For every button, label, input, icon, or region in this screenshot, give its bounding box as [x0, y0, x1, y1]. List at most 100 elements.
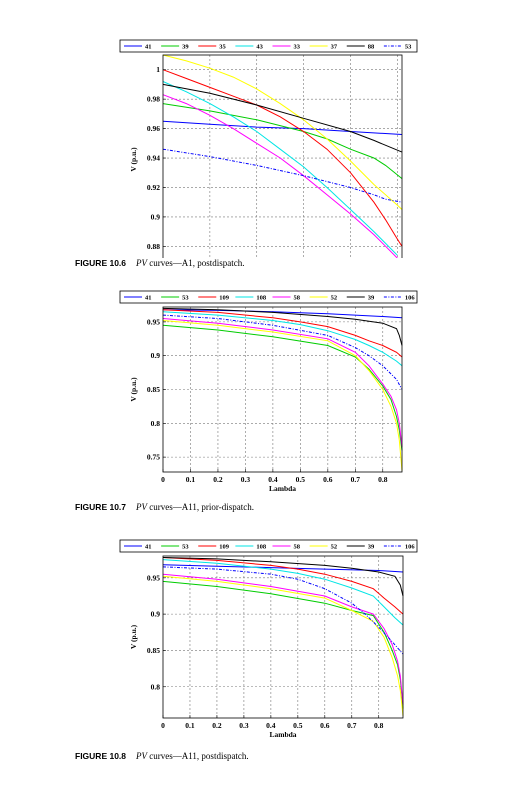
figure-10-8: 41 53 109 108 58 52 39 106 0 0.1 0.2 0.3 0.4 0.5 0.6 0.…	[0, 536, 531, 764]
series-lines	[162, 557, 404, 716]
legend-box	[119, 39, 418, 53]
figure-caption: FIGURE 10.8 PV curves—A11, postdispatch.	[75, 751, 249, 761]
caption-italic: PV	[136, 502, 148, 512]
pv-chart-a11-postdispatch: 41 53 109 108 58 52 39 106 0 0.1 0.2 0.3 0.4 0.5 0.6 0.…	[119, 539, 418, 739]
series-line-41	[162, 564, 404, 573]
legend-label-109: 109	[219, 544, 230, 551]
series-line-33	[162, 94, 398, 258]
legend-label-53: 53	[405, 44, 412, 51]
figure-10-6: 413935433337885300.20.40.60.810.880.90.9…	[0, 36, 531, 268]
series-line-88	[162, 83, 403, 153]
y-tick-label: 1	[156, 65, 160, 74]
legend: 41 53 109 108 58 52 39 106	[119, 290, 418, 304]
x-tick-label: 0.2	[213, 475, 223, 484]
x-axis-label: Lambda	[269, 484, 296, 493]
legend-box	[119, 290, 418, 304]
figure-number: FIGURE 10.8	[75, 751, 127, 761]
caption-text: curves—A1, postdispatch.	[147, 258, 245, 268]
y-tick-label: 0.96	[147, 124, 160, 133]
legend-label-106: 106	[405, 544, 416, 551]
caption-text: curves—A11, postdispatch.	[147, 751, 249, 761]
legend-label-58: 58	[294, 544, 301, 551]
legend-label-52: 52	[331, 544, 338, 551]
y-tick-label: 0.8	[151, 419, 161, 428]
legend: 41 53 109 108 58 52 39 106	[119, 539, 418, 553]
axes: 0 0.1 0.2 0.3 0.4 0.5 0.6 0.7 0.8 0.8 0.85 0.9 0.95 L…	[129, 573, 384, 739]
series-line-39	[162, 557, 404, 597]
y-tick-label: 0.85	[147, 385, 160, 394]
legend: 41 39 35 43 33 37 88 53	[119, 39, 418, 53]
plot-area	[163, 307, 402, 472]
legend-label-53: 53	[182, 295, 189, 302]
series-line-109	[162, 309, 403, 358]
legend-label-35: 35	[219, 44, 226, 51]
figure-caption: FIGURE 10.6 PV curves—A1, postdispatch.	[75, 258, 245, 268]
grid	[163, 307, 402, 472]
series-line-41	[162, 120, 403, 135]
legend-label-41: 41	[145, 44, 152, 51]
y-tick-label: 0.85	[147, 646, 160, 655]
axes: 0 0.1 0.2 0.3 0.4 0.5 0.6 0.7 0.8 0.75 0.8 0.85 0.9 0…	[129, 317, 388, 493]
legend-label-108: 108	[256, 295, 267, 302]
y-tick-label: 0.94	[147, 154, 160, 163]
plot-area	[163, 556, 403, 718]
series-lines	[162, 307, 403, 471]
series-line-52	[162, 320, 403, 471]
x-tick-label: 0.1	[185, 721, 195, 730]
series-line-108	[162, 311, 403, 367]
legend-label-108: 108	[256, 544, 267, 551]
y-tick-label: 0.9	[151, 610, 161, 619]
grid	[163, 556, 403, 718]
series-line-53	[162, 148, 403, 203]
legend-label-43: 43	[256, 44, 263, 51]
series-lines	[162, 54, 403, 258]
series-line-53	[162, 580, 404, 709]
figure-caption: FIGURE 10.7 PV curves—A11, prior-dispatch…	[75, 502, 254, 512]
figure-number: FIGURE 10.7	[75, 502, 127, 512]
x-tick-label: 0.5	[293, 721, 303, 730]
legend-label-88: 88	[368, 44, 375, 51]
x-tick-label: 0.4	[268, 475, 278, 484]
series-line-106	[162, 314, 403, 390]
series-line-35	[162, 69, 403, 247]
legend-label-53: 53	[182, 544, 189, 551]
caption-italic: PV	[136, 751, 148, 761]
y-tick-label: 0.75	[147, 453, 160, 462]
legend-label-106: 106	[405, 295, 416, 302]
legend-label-37: 37	[331, 44, 338, 51]
series-line-109	[162, 557, 404, 615]
legend-box	[119, 539, 418, 553]
series-line-52	[162, 575, 404, 716]
series-line-106	[162, 566, 404, 655]
y-axis-label: V (p.u.)	[129, 377, 138, 402]
x-tick-label: 0.1	[186, 475, 196, 484]
x-tick-label: 0.6	[320, 721, 330, 730]
legend-label-41: 41	[145, 544, 152, 551]
x-tick-label: 0	[161, 475, 165, 484]
y-tick-label: 0.9	[151, 351, 161, 360]
series-line-58	[162, 318, 403, 448]
x-tick-label: 0.8	[374, 721, 384, 730]
y-tick-label: 0.95	[147, 573, 160, 582]
x-axis-label: Lambda	[269, 730, 296, 739]
figure-number: FIGURE 10.6	[75, 258, 127, 268]
caption-text: curves—A11, prior-dispatch.	[147, 502, 254, 512]
x-tick-label: 0.8	[378, 475, 388, 484]
legend-label-33: 33	[294, 44, 301, 51]
x-tick-label: 0.2	[212, 721, 222, 730]
series-line-53	[162, 324, 403, 451]
x-tick-label: 0	[161, 721, 165, 730]
legend-label-41: 41	[145, 295, 152, 302]
x-tick-label: 0.6	[323, 475, 333, 484]
x-tick-label: 0.7	[347, 721, 357, 730]
plot-frame	[162, 54, 403, 258]
legend-label-39: 39	[368, 295, 375, 302]
legend-label-52: 52	[331, 295, 338, 302]
x-tick-label: 0.3	[241, 475, 251, 484]
x-tick-label: 0.7	[351, 475, 361, 484]
series-line-39	[162, 307, 403, 346]
series-line-43	[162, 81, 398, 256]
x-tick-label: 0.5	[296, 475, 306, 484]
y-tick-label: 0.95	[147, 317, 160, 326]
y-tick-label: 0.88	[147, 242, 160, 251]
